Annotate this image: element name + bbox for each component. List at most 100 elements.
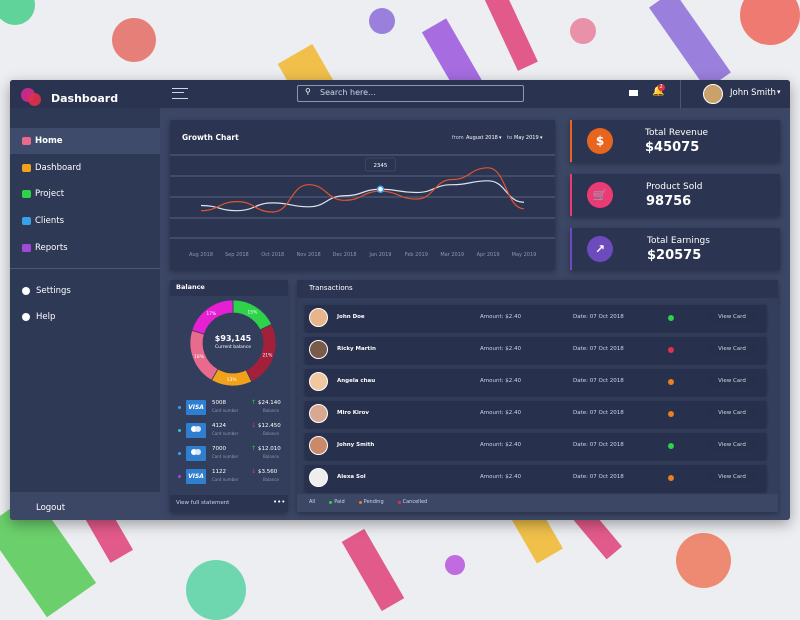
card-number: 5008: [212, 400, 226, 406]
deco-circle: [112, 18, 156, 62]
stat-value: $20575: [647, 248, 702, 263]
card-number-label: Card number: [212, 477, 239, 482]
name: Alexa Sol: [337, 474, 366, 480]
filter[interactable]: Pending: [363, 499, 384, 505]
view-card-button[interactable]: View Card: [707, 344, 757, 355]
stat-icon: ↗: [587, 236, 613, 262]
deco-circle: [740, 0, 800, 45]
stat-value: $45075: [645, 140, 700, 155]
card-logo: [186, 423, 206, 438]
from-label: from: [452, 135, 464, 141]
user-caret[interactable]: ▾: [777, 88, 781, 96]
user-name[interactable]: John Smith: [730, 88, 776, 98]
nav-item[interactable]: Home: [35, 136, 63, 146]
amount: Amount: $2.40: [480, 378, 521, 384]
logout[interactable]: Logout: [36, 503, 66, 513]
avatar[interactable]: [703, 84, 723, 104]
search-box[interactable]: [297, 85, 524, 102]
stat-label: Total Revenue: [645, 128, 709, 138]
search-icon: ⚲: [305, 87, 311, 96]
brand-name: Dashboard: [51, 92, 119, 105]
card-amount: $24.140: [258, 400, 281, 406]
nav-item[interactable]: Clients: [35, 216, 65, 227]
name: Johny Smith: [337, 442, 375, 448]
nav-icon: [22, 137, 31, 145]
nav-highlight: [10, 128, 160, 154]
stat-label: Total Earnings: [647, 236, 710, 246]
deco-circle: [445, 555, 465, 575]
to-value[interactable]: May 2019: [514, 135, 539, 141]
card-number: 7000: [212, 446, 226, 452]
card-number-label: Card number: [212, 454, 239, 459]
date: Date: 07 Oct 2018: [573, 410, 624, 416]
growth-title: Growth Chart: [182, 133, 239, 142]
filter[interactable]: Cancelled: [402, 499, 428, 505]
avatar: [309, 404, 328, 423]
balance-footer: [170, 495, 288, 512]
card-logo: VISA: [186, 400, 206, 415]
transaction-row: [305, 305, 766, 331]
status-dot: [668, 411, 674, 417]
deco-bar: [341, 528, 405, 612]
view-card-button[interactable]: View Card: [707, 408, 757, 419]
menu-icon[interactable]: [172, 88, 188, 99]
amount: Amount: $2.40: [480, 346, 521, 352]
stat-card: [570, 120, 780, 162]
bell-icon[interactable]: 🔔: [652, 86, 665, 97]
card-amount-label: Balance: [263, 431, 279, 436]
card-number-label: Card number: [212, 431, 239, 436]
transaction-row: [305, 337, 766, 363]
name: John Doe: [337, 314, 365, 320]
nav-item[interactable]: Help: [36, 312, 56, 322]
view-card-button[interactable]: View Card: [707, 312, 757, 323]
more-icon[interactable]: •••: [273, 498, 286, 506]
nav-item[interactable]: Settings: [36, 286, 71, 296]
view-card-button[interactable]: View Card: [707, 472, 757, 483]
card-dot: [178, 452, 181, 455]
card-amount-label: Balance: [263, 454, 279, 459]
deco-circle: [570, 18, 596, 44]
avatar: [309, 468, 328, 487]
logout-bar: [10, 492, 160, 520]
nav-item[interactable]: Project: [35, 189, 65, 200]
view-card-button[interactable]: View Card: [707, 440, 757, 451]
deco-circle: [186, 560, 246, 620]
amount: Amount: $2.40: [480, 474, 521, 480]
balance-total: $93,145: [214, 334, 252, 343]
card-dot: [178, 406, 181, 409]
card-amount: $12.010: [258, 446, 281, 452]
notification-count: 2: [659, 84, 663, 90]
balance-title: Balance: [176, 283, 205, 291]
search-placeholder: Search here...: [320, 88, 376, 97]
view-card-button[interactable]: View Card: [707, 376, 757, 387]
card-arrow: ↓: [251, 468, 257, 475]
date: Date: 07 Oct 2018: [573, 346, 624, 352]
name: Miro Kirov: [337, 410, 369, 416]
deco-circle: [676, 533, 731, 588]
to-caret[interactable]: ▾: [540, 135, 543, 141]
from-caret[interactable]: ▾: [499, 135, 502, 141]
filter[interactable]: All: [309, 499, 316, 505]
nav-icon: [22, 163, 31, 172]
filter[interactable]: Paid: [334, 499, 345, 505]
balance-footer-text[interactable]: View full statement: [176, 500, 230, 506]
logo: [28, 93, 41, 106]
nav-icon: [22, 287, 30, 295]
avatar: [309, 308, 328, 327]
mail-icon[interactable]: [629, 90, 638, 96]
nav-item[interactable]: Dashboard: [35, 162, 82, 173]
amount: Amount: $2.40: [480, 314, 521, 320]
growth-panel: [170, 120, 555, 270]
stat-icon: $: [587, 128, 613, 154]
transaction-row: [305, 369, 766, 395]
card-logo: VISA: [186, 469, 206, 484]
avatar: [309, 436, 328, 455]
card-number: 1122: [212, 469, 226, 475]
stat-label: Product Sold: [646, 182, 703, 192]
top-divider: [680, 80, 681, 108]
amount: Amount: $2.40: [480, 442, 521, 448]
nav-icon: [22, 190, 31, 199]
from-value[interactable]: August 2018: [466, 135, 498, 141]
deco-bar: [649, 0, 731, 90]
nav-item[interactable]: Reports: [35, 242, 68, 253]
